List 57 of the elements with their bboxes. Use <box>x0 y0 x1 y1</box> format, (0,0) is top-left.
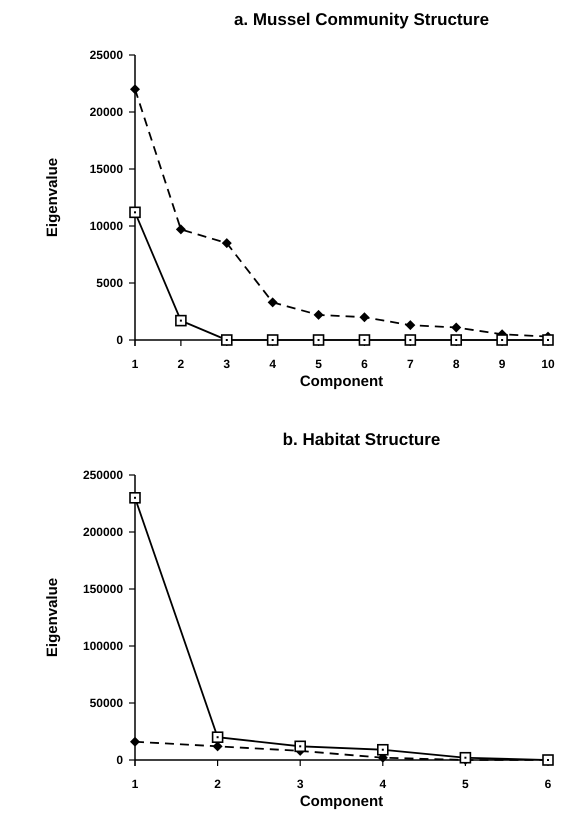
point <box>496 334 508 346</box>
point <box>404 334 416 346</box>
point <box>358 334 370 346</box>
x-tick-label: 6 <box>361 357 368 371</box>
point <box>212 731 224 743</box>
x-tick-label: 4 <box>379 777 386 791</box>
y-tick-label: 20000 <box>90 105 124 120</box>
point <box>176 224 186 234</box>
point <box>266 334 278 346</box>
y-tick-label: 50000 <box>90 696 124 710</box>
y-tick-label: 25000 <box>90 48 124 62</box>
point <box>312 334 324 346</box>
y-axis-title: Eigenvalue <box>44 158 61 238</box>
x-tick-label: 1 <box>132 777 139 791</box>
x-axis-title: Component <box>300 373 384 390</box>
x-tick-label: 5 <box>462 777 470 791</box>
x-tick-label: 5 <box>315 357 322 371</box>
point <box>268 297 278 308</box>
point <box>129 206 141 218</box>
point <box>359 312 370 322</box>
y-tick-label: 0 <box>116 753 124 768</box>
y-tick-label: 5000 <box>96 276 124 290</box>
x-tick-label: 1 <box>132 357 139 371</box>
point <box>377 744 389 756</box>
y-tick-label: 250000 <box>82 468 124 482</box>
chart-title: a. Mussel Community Structure <box>234 10 490 29</box>
y-tick-label: 0 <box>116 333 124 348</box>
point <box>450 334 462 346</box>
x-tick-label: 3 <box>223 357 230 371</box>
x-tick-label: 10 <box>541 357 555 371</box>
y-tick-label: 15000 <box>90 162 124 176</box>
x-tick-label: 6 <box>544 777 552 791</box>
point <box>130 736 140 747</box>
point <box>222 238 232 248</box>
chart-title: b. Habitat Structure <box>282 430 440 449</box>
point <box>405 320 416 330</box>
x-tick-label: 2 <box>178 357 185 371</box>
y-tick-label: 100000 <box>82 639 124 654</box>
x-tick-label: 3 <box>296 777 304 791</box>
point <box>314 310 324 320</box>
point <box>129 492 141 504</box>
y-tick-label: 10000 <box>90 219 124 234</box>
point <box>130 84 140 94</box>
point <box>460 752 472 764</box>
x-tick-label: 7 <box>406 357 414 371</box>
point <box>175 314 187 326</box>
y-axis-title: Eigenvalue <box>44 578 61 658</box>
x-tick-label: 8 <box>452 357 460 371</box>
point <box>451 322 462 332</box>
point <box>220 334 233 346</box>
y-tick-label: 150000 <box>82 582 124 596</box>
x-axis-title: Component <box>300 793 384 810</box>
x-tick-label: 2 <box>214 777 222 791</box>
x-tick-label: 9 <box>498 357 506 371</box>
x-tick-label: 4 <box>269 357 276 371</box>
point <box>294 740 306 752</box>
y-tick-label: 200000 <box>82 525 124 540</box>
